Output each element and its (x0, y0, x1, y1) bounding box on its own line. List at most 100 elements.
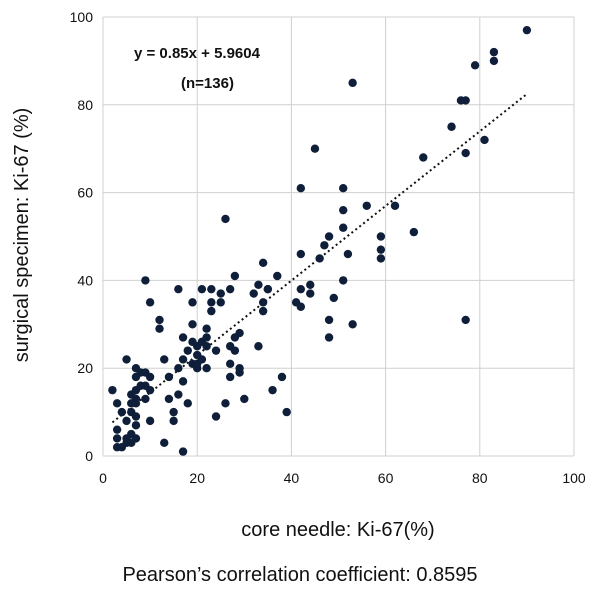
trendline-layer (111, 93, 528, 424)
scatter-point (470, 61, 480, 70)
scatter-point (145, 298, 155, 307)
x-tick-label: 100 (562, 470, 586, 486)
scatter-point (183, 399, 192, 408)
scatter-point (249, 289, 258, 298)
scatter-point (230, 271, 240, 281)
scatter-point (390, 201, 400, 210)
scatter-point (112, 425, 122, 434)
scatter-point (225, 359, 235, 369)
scatter-point (263, 284, 273, 294)
scatter-point (145, 416, 155, 426)
scatter-point (178, 447, 188, 456)
scatter-point (230, 333, 240, 342)
scatter-point (376, 254, 386, 263)
scatter-point (339, 276, 348, 285)
scatter-point (277, 372, 287, 382)
x-tick-label: 20 (189, 470, 205, 486)
scatter-point (174, 364, 183, 373)
scatter-point (348, 78, 357, 88)
scatter-point (155, 324, 164, 333)
scatter-point (419, 153, 428, 162)
scatter-point (329, 293, 338, 303)
scatter-point (221, 214, 230, 224)
scatter-point (188, 320, 197, 329)
scatter-point (188, 298, 197, 307)
scatter-point (183, 346, 192, 355)
scatter-point (480, 135, 489, 145)
scatter-point (174, 284, 183, 294)
scatter-point (324, 315, 334, 325)
scatter-point (240, 394, 249, 404)
scatter-point (216, 298, 225, 307)
scatter-point (207, 298, 216, 307)
grid-layer (102, 16, 575, 457)
scatter-point (202, 342, 211, 351)
scatter-point (193, 359, 202, 369)
y-tick-label: 40 (77, 272, 93, 288)
scatter-point (306, 280, 315, 289)
scatter-point (461, 315, 470, 325)
scatter-point (131, 399, 141, 408)
scatter-point (131, 421, 141, 430)
scatter-point (207, 306, 216, 316)
scatter-point (216, 289, 225, 298)
scatter-point (202, 324, 211, 333)
equation-annotation: y = 0.85x + 5.9604 (134, 45, 261, 62)
scatter-point (174, 390, 183, 399)
scatter-point (131, 434, 141, 443)
scatter-point (160, 355, 169, 364)
scatter-point (258, 306, 268, 316)
scatter-point (112, 399, 122, 408)
scatter-point (145, 385, 155, 395)
scatter-point (178, 333, 188, 342)
scatter-point (315, 254, 324, 263)
scatter-point (324, 333, 334, 342)
scatter-point (320, 241, 329, 250)
scatter-point (273, 271, 282, 281)
scatter-point (461, 148, 470, 158)
scatter-point (362, 201, 371, 210)
scatter-point (169, 416, 178, 426)
scatter-point (145, 372, 155, 382)
scatter-point (112, 434, 122, 443)
x-tick-label: 80 (472, 470, 488, 486)
scatter-point (211, 346, 221, 355)
scatter-point (489, 56, 499, 66)
scatter-point (461, 96, 470, 105)
y-tick-label: 60 (77, 185, 93, 201)
scatter-point (254, 280, 263, 289)
scatter-point (202, 333, 211, 342)
scatter-point (225, 284, 235, 294)
x-tick-label: 0 (99, 470, 107, 486)
scatter-point (296, 284, 306, 294)
scatter-point (211, 412, 221, 421)
scatter-point (169, 407, 178, 417)
x-tick-label: 60 (378, 470, 394, 486)
y-axis-label: surgical specimen: Ki-67 (%) (11, 108, 33, 363)
scatter-point (409, 227, 419, 237)
scatter-point (296, 249, 306, 259)
scatter-point (282, 407, 291, 417)
y-tick-label: 20 (77, 360, 93, 376)
scatter-point (225, 372, 235, 382)
scatter-point (178, 377, 188, 386)
scatter-point (310, 144, 320, 153)
scatter-point (343, 249, 353, 259)
scatter-point (141, 394, 150, 404)
scatter-point (207, 284, 216, 294)
scatter-point (164, 394, 174, 404)
trendline (111, 93, 528, 424)
scatter-point (258, 258, 268, 268)
n-annotation: (n=136) (181, 75, 234, 92)
scatter-point (155, 315, 164, 325)
scatter-point (376, 245, 386, 254)
scatter-point (160, 438, 169, 448)
scatter-point (339, 223, 348, 232)
scatter-point (324, 232, 334, 241)
scatter-point (254, 342, 263, 351)
x-tick-label: 40 (284, 470, 300, 486)
scatter-point (164, 372, 174, 382)
scatter-point (296, 184, 306, 193)
